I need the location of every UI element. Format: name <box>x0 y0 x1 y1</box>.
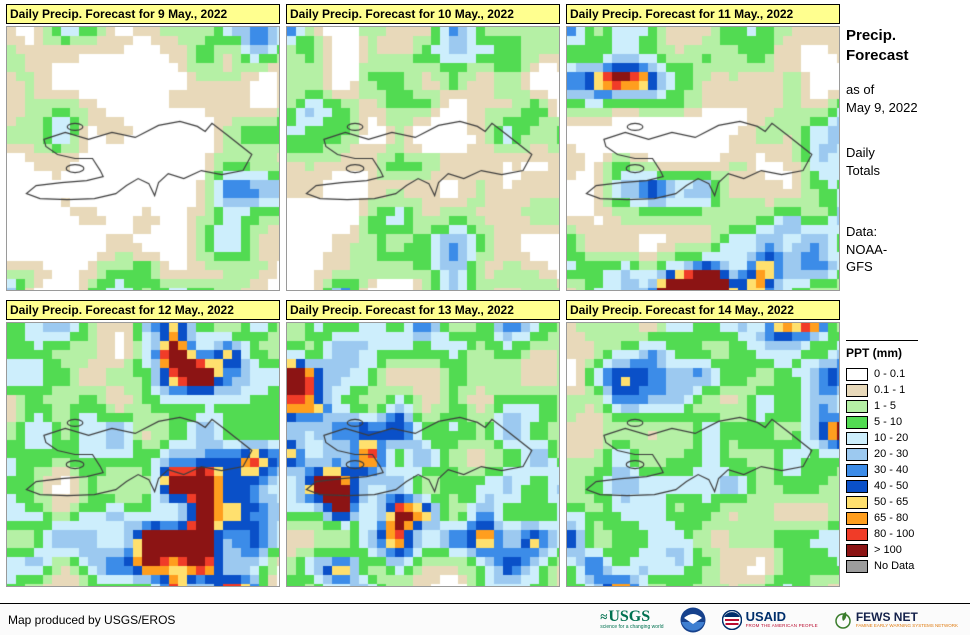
forecast-panel: Daily Precip. Forecast for 11 May., 2022 <box>566 4 840 291</box>
precip-legend: PPT (mm) 0 - 0.1 0.1 - 1 1 - 5 5 - 10 10 - 2… <box>846 340 966 574</box>
totals-line2: Totals <box>846 162 880 178</box>
legend-label: 40 - 50 <box>874 480 909 492</box>
legend-row: 30 - 40 <box>846 462 966 478</box>
panel-title: Daily Precip. Forecast for 12 May., 2022 <box>6 300 280 320</box>
usaid-seal-icon <box>721 609 742 630</box>
legend-swatch <box>846 447 868 461</box>
as-of-value: May 9, 2022 <box>846 99 918 115</box>
usgs-wave-icon: ≈ <box>600 609 608 624</box>
legend-label: 5 - 10 <box>874 416 903 428</box>
data-source-label: Data: <box>846 224 878 240</box>
legend-row: 0 - 0.1 <box>846 366 966 382</box>
legend-label: No Data <box>874 560 915 572</box>
legend-title: PPT (mm) <box>846 340 918 360</box>
legend-swatch <box>846 559 868 573</box>
forecast-panel: Daily Precip. Forecast for 10 May., 2022 <box>286 4 560 291</box>
logo-strip: ≈USGS science for a changing world USAID… <box>600 607 958 633</box>
data-source-line3: GFS <box>846 259 873 275</box>
as-of-label: as of <box>846 82 875 97</box>
legend-label: 10 - 20 <box>874 432 909 444</box>
legend-row: 10 - 20 <box>846 430 966 446</box>
legend-swatch <box>846 383 868 397</box>
legend-label: 0 - 0.1 <box>874 368 906 380</box>
precip-map-canvas <box>286 322 560 587</box>
precip-map-canvas <box>566 26 840 291</box>
legend-swatch <box>846 511 868 525</box>
legend-swatch <box>846 463 868 477</box>
info-sidebar: Precip. Forecast as of May 9, 2022 Daily… <box>846 26 966 573</box>
precip-map-canvas <box>6 26 280 291</box>
legend-label: 65 - 80 <box>874 512 909 524</box>
map-grid: Daily Precip. Forecast for 9 May., 2022 … <box>6 4 840 587</box>
map-title-line2: Forecast <box>846 46 909 64</box>
legend-row: > 100 <box>846 542 966 558</box>
credit-text: Map produced by USGS/EROS <box>8 612 176 627</box>
totals-line1: Daily <box>846 145 875 161</box>
panel-title: Daily Precip. Forecast for 13 May., 2022 <box>286 300 560 320</box>
usaid-logo: USAID FROM THE AMERICAN PEOPLE <box>721 609 818 630</box>
panel-title: Daily Precip. Forecast for 9 May., 2022 <box>6 4 280 24</box>
fewsnet-logo: FEWS NET FAMINE EARLY WARNING SYSTEMS NE… <box>834 611 958 629</box>
as-of-date: as of May 9, 2022 <box>846 81 966 116</box>
legend-row: 5 - 10 <box>846 414 966 430</box>
forecast-panel: Daily Precip. Forecast for 12 May., 2022 <box>6 300 280 587</box>
totals-note: Daily Totals <box>846 144 966 179</box>
legend-swatch <box>846 479 868 493</box>
usgs-logo: ≈USGS science for a changing world <box>600 609 663 630</box>
precip-map-canvas <box>566 322 840 587</box>
legend-label: 50 - 65 <box>874 496 909 508</box>
legend-label: 30 - 40 <box>874 464 909 476</box>
legend-label: 20 - 30 <box>874 448 909 460</box>
legend-row: 40 - 50 <box>846 478 966 494</box>
forecast-panel: Daily Precip. Forecast for 9 May., 2022 <box>6 4 280 291</box>
forecast-panel: Daily Precip. Forecast for 14 May., 2022 <box>566 300 840 587</box>
legend-swatch <box>846 495 868 509</box>
map-title-line1: Precip. <box>846 27 897 44</box>
legend-swatch <box>846 431 868 445</box>
legend-swatch <box>846 415 868 429</box>
legend-label: > 100 <box>874 544 902 556</box>
fewsnet-globe-icon <box>835 611 851 629</box>
legend-label: 80 - 100 <box>874 528 915 540</box>
legend-row: 0.1 - 1 <box>846 382 966 398</box>
legend-label: 0.1 - 1 <box>874 384 906 396</box>
legend-row: 1 - 5 <box>846 398 966 414</box>
usaid-tagline: FROM THE AMERICAN PEOPLE <box>745 623 818 629</box>
panel-title: Daily Precip. Forecast for 11 May., 2022 <box>566 4 840 24</box>
legend-row: No Data <box>846 558 966 574</box>
noaa-logo <box>680 607 706 632</box>
legend-swatch <box>846 543 868 557</box>
panel-title: Daily Precip. Forecast for 14 May., 2022 <box>566 300 840 320</box>
data-source-line2: NOAA- <box>846 241 888 257</box>
usgs-tagline: science for a changing world <box>600 624 664 630</box>
map-title: Precip. Forecast <box>846 26 966 65</box>
data-source: Data: NOAA- GFS <box>846 223 966 276</box>
legend-swatch <box>846 399 868 413</box>
footer-bar: Map produced by USGS/EROS ≈USGS science … <box>0 603 970 635</box>
legend-rows: 0 - 0.1 0.1 - 1 1 - 5 5 - 10 10 - 20 20 - 30 3… <box>846 366 966 574</box>
legend-row: 20 - 30 <box>846 446 966 462</box>
fewsnet-wordmark: FEWS NET <box>855 609 918 624</box>
precip-map-canvas <box>286 26 560 291</box>
legend-swatch <box>846 527 868 541</box>
fewsnet-tagline: FAMINE EARLY WARNING SYSTEMS NETWORK <box>855 622 958 628</box>
usaid-wordmark: USAID <box>745 609 787 625</box>
legend-row: 65 - 80 <box>846 510 966 526</box>
legend-row: 80 - 100 <box>846 526 966 542</box>
forecast-panel: Daily Precip. Forecast for 13 May., 2022 <box>286 300 560 587</box>
legend-label: 1 - 5 <box>874 400 897 412</box>
usgs-wordmark: USGS <box>608 608 651 625</box>
legend-row: 50 - 65 <box>846 494 966 510</box>
precip-map-canvas <box>6 322 280 587</box>
legend-swatch <box>846 367 868 381</box>
panel-title: Daily Precip. Forecast for 10 May., 2022 <box>286 4 560 24</box>
